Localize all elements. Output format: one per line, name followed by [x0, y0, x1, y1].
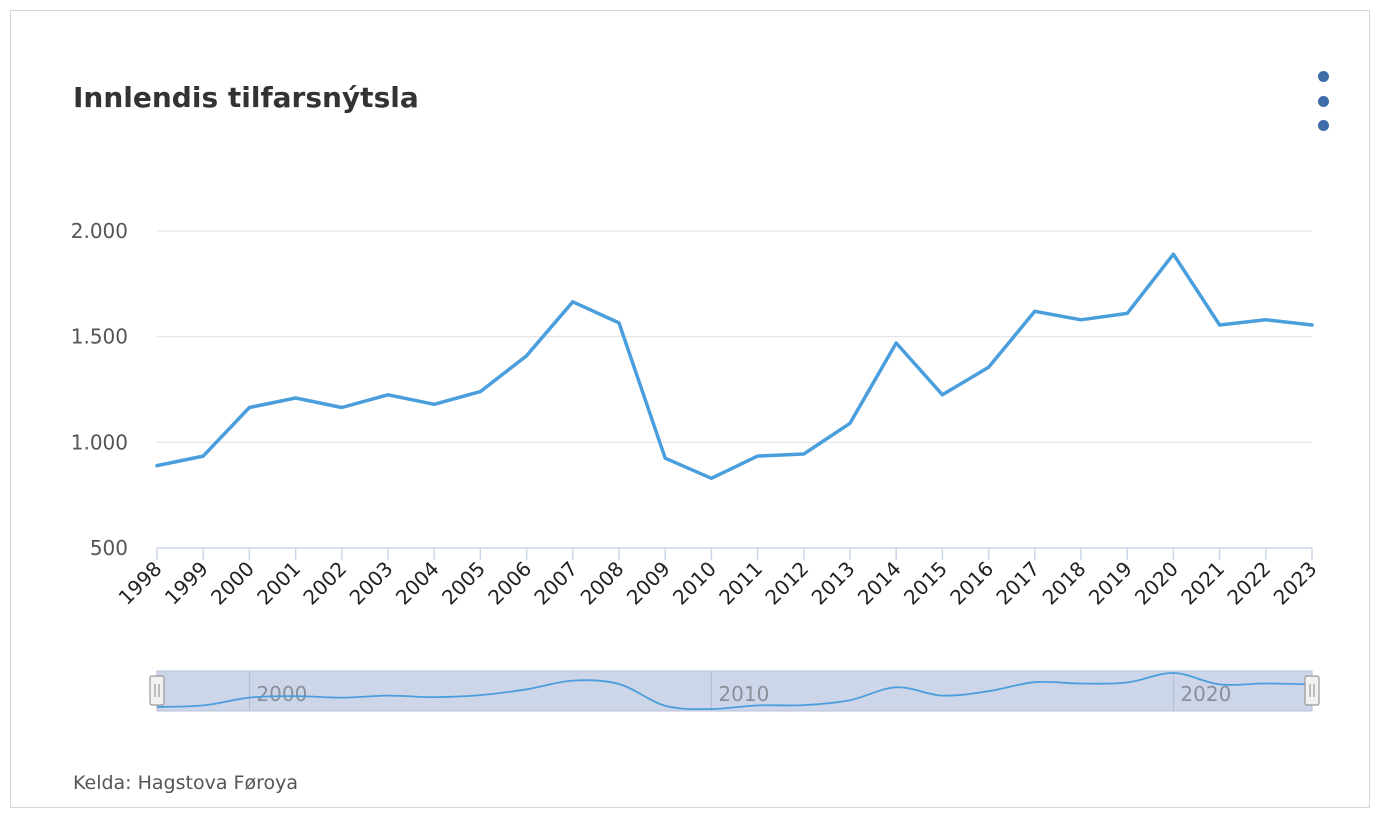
navigator-series-line [156, 672, 1313, 711]
range-navigator[interactable]: 2000 2010 2020 [149, 670, 1320, 712]
x-tick-label: 2004 [391, 557, 444, 610]
x-tick-label: 2021 [1176, 557, 1229, 610]
x-tick-label: 2006 [483, 557, 536, 610]
x-tick-label: 2012 [760, 557, 813, 610]
data-point[interactable] [935, 388, 949, 402]
x-tick-label: 2007 [529, 557, 582, 610]
data-point[interactable] [196, 449, 210, 463]
data-point[interactable] [1166, 247, 1180, 261]
series-line [155, 252, 1314, 481]
data-point[interactable] [289, 391, 303, 405]
more-vertical-icon-dot [1317, 120, 1329, 131]
navigator-label: 2000 [256, 682, 307, 706]
y-tick-label: 2.000 [71, 219, 128, 243]
navigator-right-handle[interactable] [1304, 675, 1320, 706]
y-axis: 500 1.000 1.500 2.000 [71, 219, 128, 560]
data-point[interactable] [381, 388, 395, 402]
data-point[interactable] [704, 471, 718, 485]
x-tick-label: 2003 [345, 557, 398, 610]
data-point[interactable] [751, 449, 765, 463]
data-point[interactable] [1305, 318, 1319, 332]
x-tick-label: 2008 [576, 557, 629, 610]
x-tick-label: 2020 [1130, 557, 1183, 610]
data-point[interactable] [658, 451, 672, 465]
x-tick-label: 2010 [668, 557, 721, 610]
x-axis-labels: 1998199920002001200220032004200520062007… [114, 557, 1322, 610]
x-tick-label: 1999 [160, 557, 213, 610]
chart-menu-button[interactable] [1309, 67, 1337, 135]
data-point[interactable] [566, 295, 580, 309]
x-tick-label: 2014 [853, 557, 906, 610]
data-point[interactable] [1120, 306, 1134, 320]
navigator-selected-range[interactable] [156, 670, 1313, 712]
x-tick-label: 2022 [1222, 557, 1275, 610]
x-tick-label: 1998 [114, 557, 167, 610]
x-tick-label: 2019 [1084, 557, 1137, 610]
x-tick-label: 2018 [1038, 557, 1091, 610]
data-point[interactable] [1028, 304, 1042, 318]
data-point[interactable] [335, 400, 349, 414]
grid-lines [157, 230, 1312, 443]
data-point[interactable] [150, 459, 164, 473]
data-point[interactable] [797, 447, 811, 461]
more-vertical-icon-dot [1317, 95, 1329, 107]
x-tick-label: 2002 [298, 557, 351, 610]
data-point[interactable] [242, 400, 256, 414]
data-point[interactable] [982, 360, 996, 374]
data-point[interactable] [427, 397, 441, 411]
x-tick-label: 2013 [807, 557, 860, 610]
data-point[interactable] [1213, 318, 1227, 332]
x-tick-label: 2023 [1269, 557, 1322, 610]
y-tick-label: 1.500 [71, 325, 128, 349]
x-tick-label: 2005 [437, 557, 490, 610]
x-axis [156, 547, 1313, 560]
navigator-label: 2020 [1180, 682, 1231, 706]
chart-title: Innlendis tilfarsnýtsla [73, 81, 419, 114]
x-tick-label: 2009 [622, 557, 675, 610]
plot-area [150, 247, 1319, 485]
data-point[interactable] [520, 349, 534, 363]
data-point[interactable] [473, 385, 487, 399]
more-vertical-icon [1317, 71, 1329, 82]
x-tick-label: 2000 [206, 557, 259, 610]
data-point[interactable] [612, 316, 626, 330]
x-tick-label: 2016 [945, 557, 998, 610]
data-point[interactable] [1259, 313, 1273, 327]
data-point[interactable] [843, 416, 857, 430]
data-point[interactable] [889, 336, 903, 350]
navigator-left-handle[interactable] [149, 675, 165, 706]
navigator-label: 2010 [718, 682, 769, 706]
x-tick-label: 2001 [252, 557, 305, 610]
y-tick-label: 1.000 [71, 430, 128, 454]
chart-source: Kelda: Hagstova Føroya [73, 772, 298, 794]
x-tick-label: 2015 [899, 557, 952, 610]
x-tick-label: 2017 [991, 557, 1044, 610]
data-point[interactable] [1074, 313, 1088, 327]
y-tick-label: 500 [90, 536, 128, 560]
x-tick-label: 2011 [714, 557, 767, 610]
